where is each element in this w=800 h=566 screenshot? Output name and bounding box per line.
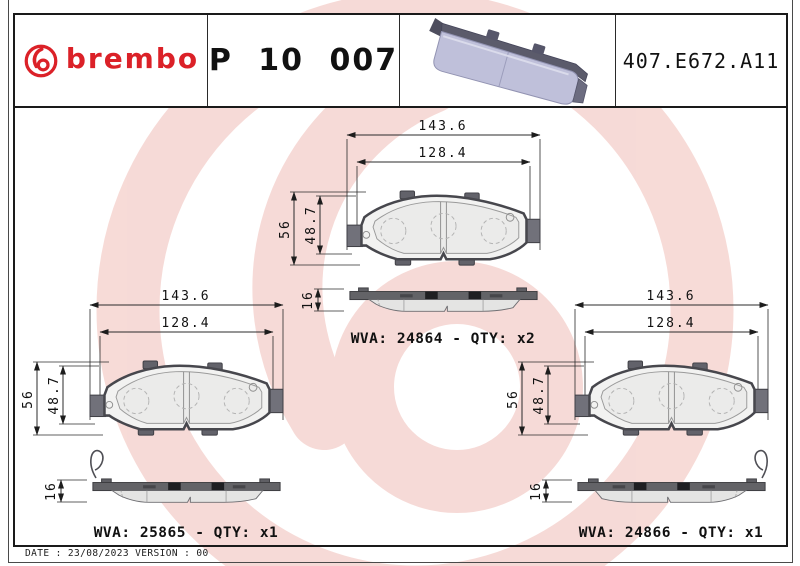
dim-thickness: 16 (529, 481, 544, 501)
part-number: P 10 007 (208, 43, 399, 78)
technical-drawing-top: 143.6 128.4 56 48.7 16 WVA: 24864 - QTY:… (278, 119, 542, 347)
wva-label: WVA: 24866 - QTY: x1 (579, 525, 764, 541)
dim-thickness: 16 (301, 290, 316, 310)
part-number-cell: P 10 007 (207, 15, 399, 106)
dim-height-total: 56 (278, 219, 293, 239)
title-block: brembo P 10 007 407.E672.A11 (13, 13, 788, 108)
brand-wordmark: brembo (65, 42, 200, 75)
dim-thickness: 16 (44, 481, 59, 501)
dim-width-pad: 128.4 (646, 316, 695, 331)
wva-label: WVA: 25865 - QTY: x1 (94, 525, 279, 541)
wear-indicator-clip (754, 449, 768, 479)
brake-pad-front-view (345, 189, 542, 267)
dim-width-total: 143.6 (161, 289, 210, 304)
sheet-edge-border (8, 0, 793, 563)
dim-height-total: 56 (506, 389, 521, 409)
dim-height-total: 56 (21, 389, 36, 409)
wva-label: WVA: 24864 - QTY: x2 (351, 331, 536, 347)
brake-pad-front-view (573, 359, 770, 437)
dim-width-total: 143.6 (646, 289, 695, 304)
dim-width-pad: 128.4 (418, 146, 467, 161)
brake-pad-3d-render (428, 17, 588, 105)
brake-pad-front-view (88, 359, 285, 437)
reference-code-cell: 407.E672.A11 (615, 15, 786, 106)
dim-height-pad: 48.7 (47, 375, 62, 414)
reference-code: 407.E672.A11 (622, 48, 780, 73)
product-photo-cell (399, 15, 615, 106)
brake-pad-side-view-mirrored (577, 478, 766, 503)
date-version-note: DATE : 23/08/2023 VERSION : 00 (25, 548, 209, 559)
brake-pad-side-view (92, 478, 281, 503)
technical-drawing-bottom-right: 143.6 128.4 56 48.7 16 WVA: 24866 - QTY:… (506, 289, 770, 541)
wear-indicator-clip (90, 449, 104, 479)
dim-width-total: 143.6 (418, 119, 467, 134)
dim-width-pad: 128.4 (161, 316, 210, 331)
technical-drawing-bottom-left: 143.6 128.4 56 48.7 16 WVA: 25865 - QTY:… (21, 289, 285, 541)
brembo-roundel-icon (24, 43, 58, 78)
dim-height-pad: 48.7 (304, 205, 319, 244)
brand-logo: brembo (15, 15, 207, 106)
dim-height-pad: 48.7 (532, 375, 547, 414)
